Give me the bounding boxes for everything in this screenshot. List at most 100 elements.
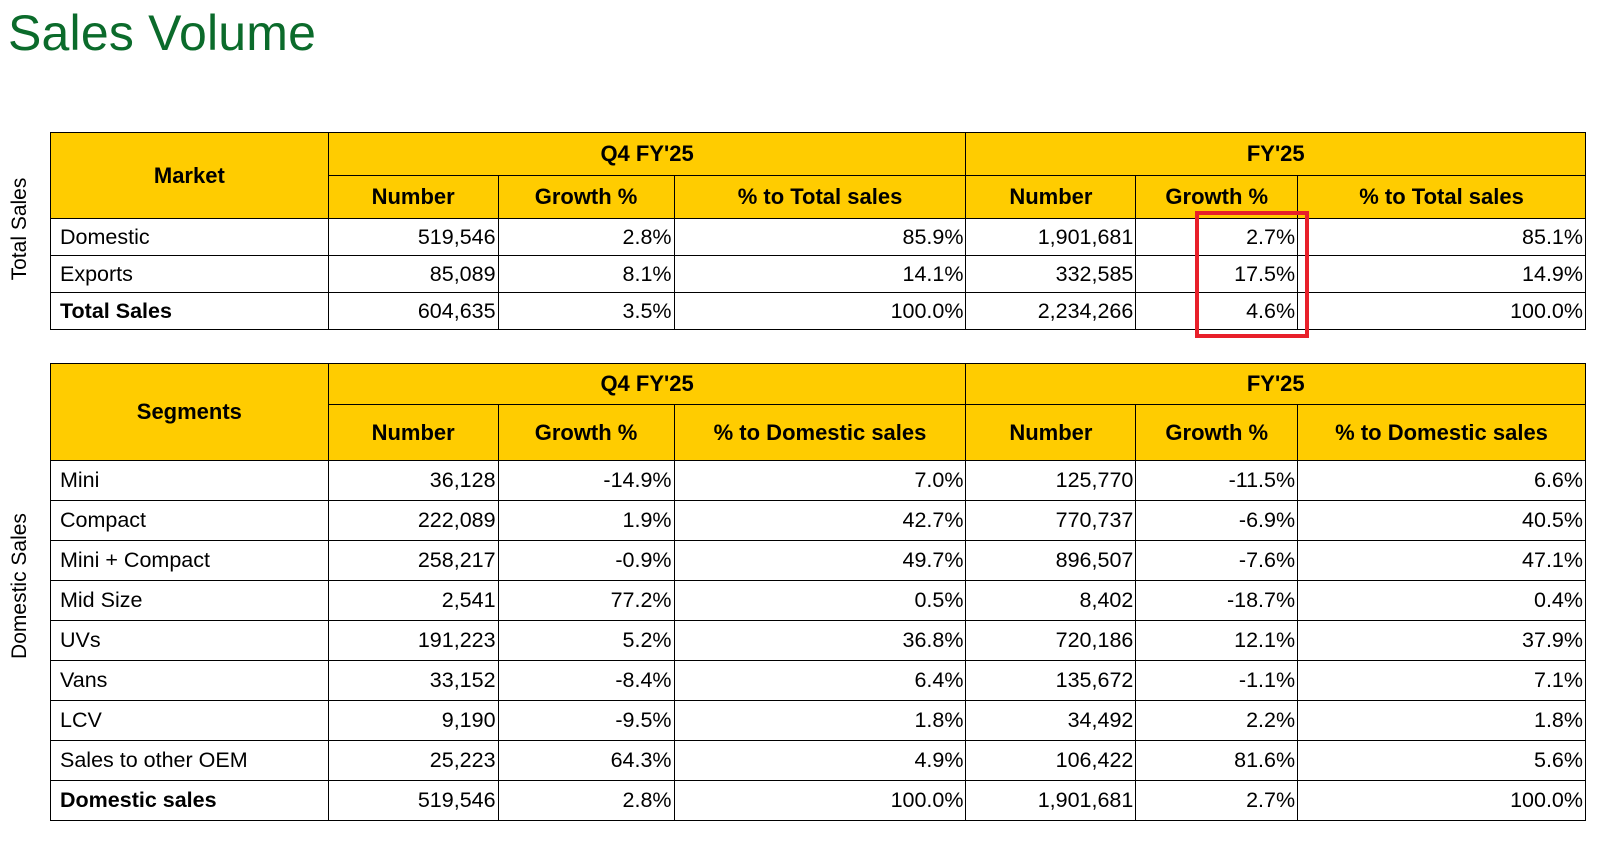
table-cell: 6.4% [673,660,967,701]
table-cell: 14.9% [1297,255,1586,293]
table-cell: 7.1% [1297,660,1586,701]
table-cell: 604,635 [327,292,499,330]
table-cell: 222,089 [327,500,499,541]
row-label: Compact [50,500,329,541]
table-cell: 85,089 [327,255,499,293]
table-row: Mini 36,128 -14.9% 7.0% 125,770 -11.5% 6.6% [50,460,1586,501]
table-cell: -18.7% [1135,580,1299,621]
table-cell: 9,190 [327,700,499,741]
col-header: % to Total sales [1297,175,1586,219]
table-cell: 1.9% [497,500,675,541]
table-cell: -1.1% [1135,660,1299,701]
table-cell: -8.4% [497,660,675,701]
table-cell: 100.0% [1297,292,1586,330]
table-cell: 191,223 [327,620,499,661]
table-cell: 1.8% [673,700,967,741]
table-cell: 40.5% [1297,500,1586,541]
table-cell: -0.9% [497,540,675,581]
table-cell: 519,546 [327,218,499,256]
table-cell: 519,546 [327,780,499,821]
table-cell: 258,217 [327,540,499,581]
table-cell: 81.6% [1135,740,1299,781]
col-header: Number [965,175,1137,219]
table-cell: 2.8% [497,780,675,821]
table-cell: 25,223 [327,740,499,781]
table-cell: 36.8% [673,620,967,661]
table-cell: 2.7% [1135,780,1299,821]
row-label: Domestic [50,218,329,256]
table-cell: 100.0% [673,780,967,821]
table-row: Mid Size 2,541 77.2% 0.5% 8,402 -18.7% 0.4% [50,580,1586,621]
table-cell: 100.0% [1297,780,1586,821]
col-header: % to Total sales [673,175,967,219]
table-cell: 135,672 [965,660,1137,701]
table-cell: 3.5% [497,292,675,330]
total-sales-side-label: Total Sales [8,177,31,281]
row-label: Mini + Compact [50,540,329,581]
table-cell: 2.8% [497,218,675,256]
q4-period-header: Q4 FY'25 [327,363,967,405]
table-cell: 1.8% [1297,700,1586,741]
table-cell: 17.5% [1135,255,1299,293]
table-cell: 332,585 [965,255,1137,293]
table-cell: 42.7% [673,500,967,541]
table-cell: 0.4% [1297,580,1586,621]
table-cell: 64.3% [497,740,675,781]
table-row: Vans 33,152 -8.4% 6.4% 135,672 -1.1% 7.1% [50,660,1586,701]
table-cell: 0.5% [673,580,967,621]
table-row: Total Sales 604,635 3.5% 100.0% 2,234,266 4.6… [50,292,1586,330]
table-cell: -11.5% [1135,460,1299,501]
table-cell: 6.6% [1297,460,1586,501]
table-cell: 36,128 [327,460,499,501]
fy-period-header: FY'25 [965,363,1586,405]
table-cell: 7.0% [673,460,967,501]
col-header: % to Domestic sales [1297,404,1586,461]
q4-period-header: Q4 FY'25 [327,132,967,176]
table-cell: 770,737 [965,500,1137,541]
table-cell: 5.2% [497,620,675,661]
col-header: Growth % [497,404,675,461]
table-cell: 720,186 [965,620,1137,661]
table-cell: 2,541 [327,580,499,621]
table-row: UVs 191,223 5.2% 36.8% 720,186 12.1% 37.9% [50,620,1586,661]
table-cell: 85.1% [1297,218,1586,256]
table-cell: 49.7% [673,540,967,581]
table-cell: -9.5% [497,700,675,741]
table-cell: -14.9% [497,460,675,501]
segments-header: Segments [50,363,329,461]
fy-period-header: FY'25 [965,132,1586,176]
col-header: Growth % [497,175,675,219]
domestic-sales-side-label: Domestic Sales [8,513,31,659]
table-cell: 4.6% [1135,292,1299,330]
table-cell: -6.9% [1135,500,1299,541]
table-row: Sales to other OEM 25,223 64.3% 4.9% 106,422… [50,740,1586,781]
market-header: Market [50,132,329,219]
total-sales-table: Market Q4 FY'25 FY'25 Number Growth % % … [50,132,1586,330]
table-cell: 8,402 [965,580,1137,621]
table-cell: 1,901,681 [965,780,1137,821]
table-cell: 1,901,681 [965,218,1137,256]
table-row: LCV 9,190 -9.5% 1.8% 34,492 2.2% 1.8% [50,700,1586,741]
table-cell: 100.0% [673,292,967,330]
row-label: LCV [50,700,329,741]
table-cell: 37.9% [1297,620,1586,661]
table-cell: 14.1% [673,255,967,293]
table-row: Domestic sales 519,546 2.8% 100.0% 1,901,681… [50,780,1586,821]
col-header: Number [327,404,499,461]
table-row: Compact 222,089 1.9% 42.7% 770,737 -6.9% 40.5% [50,500,1586,541]
table-cell: 896,507 [965,540,1137,581]
domestic-sales-table: Segments Q4 FY'25 FY'25 Number Growth % … [50,363,1586,821]
table-cell: 4.9% [673,740,967,781]
col-header: Number [965,404,1137,461]
row-label: Total Sales [50,292,329,330]
col-header: Number [327,175,499,219]
row-label: Mid Size [50,580,329,621]
row-label: Sales to other OEM [50,740,329,781]
table-cell: 5.6% [1297,740,1586,781]
table-cell: 106,422 [965,740,1137,781]
row-label: UVs [50,620,329,661]
row-label: Mini [50,460,329,501]
table-cell: 85.9% [673,218,967,256]
row-label: Domestic sales [50,780,329,821]
table-row: Exports 85,089 8.1% 14.1% 332,585 17.5% 14.9% [50,255,1586,293]
